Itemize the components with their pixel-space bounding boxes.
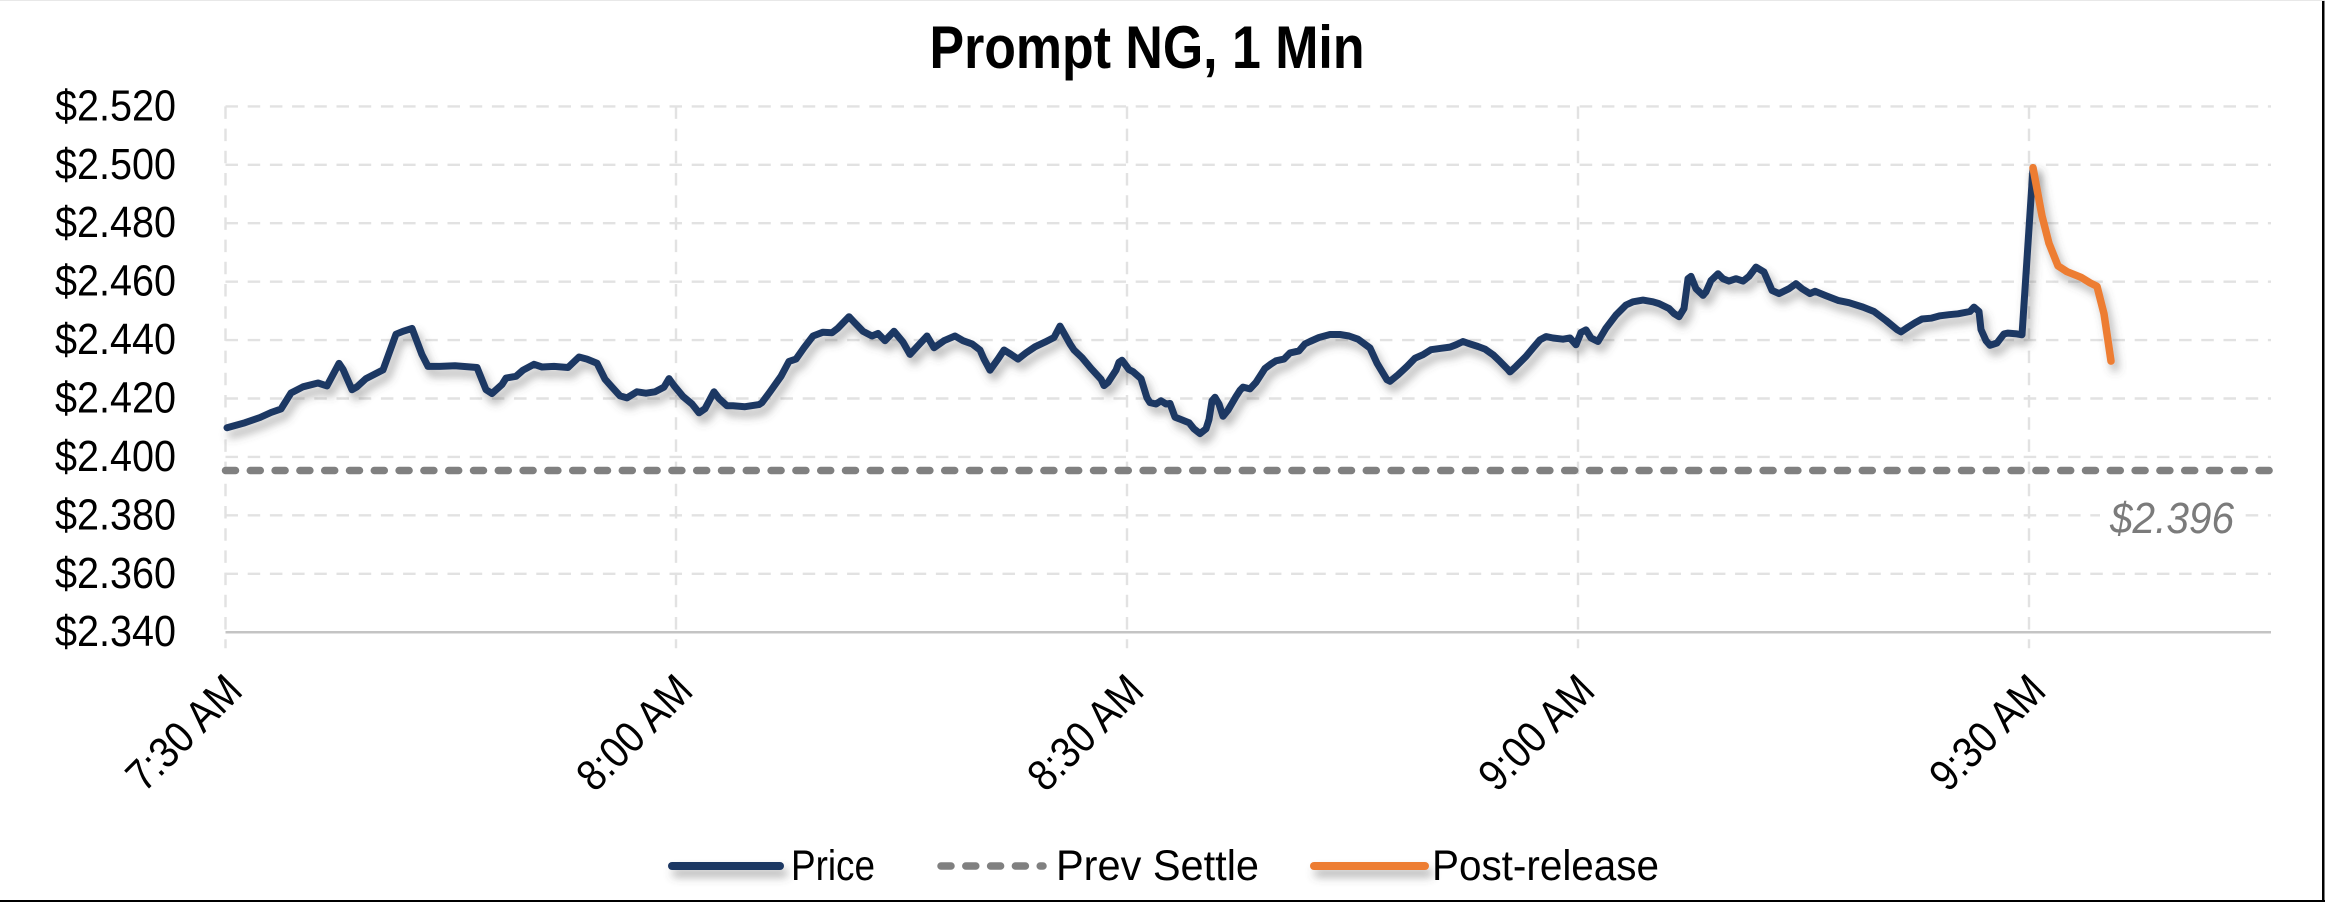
svg-text:$2.400: $2.400 <box>55 432 176 481</box>
svg-text:$2.460: $2.460 <box>55 257 176 306</box>
svg-text:$2.440: $2.440 <box>55 315 176 364</box>
svg-text:$2.520: $2.520 <box>55 81 176 130</box>
svg-text:Price: Price <box>791 842 875 890</box>
svg-text:$2.480: $2.480 <box>55 198 176 247</box>
svg-text:Post-release: Post-release <box>1432 842 1659 890</box>
svg-text:$2.340: $2.340 <box>55 607 176 656</box>
svg-text:$2.380: $2.380 <box>55 490 176 539</box>
svg-text:$2.360: $2.360 <box>55 549 176 598</box>
svg-text:$2.396: $2.396 <box>2109 494 2234 543</box>
svg-text:$2.420: $2.420 <box>55 374 176 423</box>
svg-text:$2.500: $2.500 <box>55 140 176 189</box>
svg-text:Prev Settle: Prev Settle <box>1056 842 1259 890</box>
svg-text:Prompt NG, 1 Min: Prompt NG, 1 Min <box>930 14 1365 81</box>
